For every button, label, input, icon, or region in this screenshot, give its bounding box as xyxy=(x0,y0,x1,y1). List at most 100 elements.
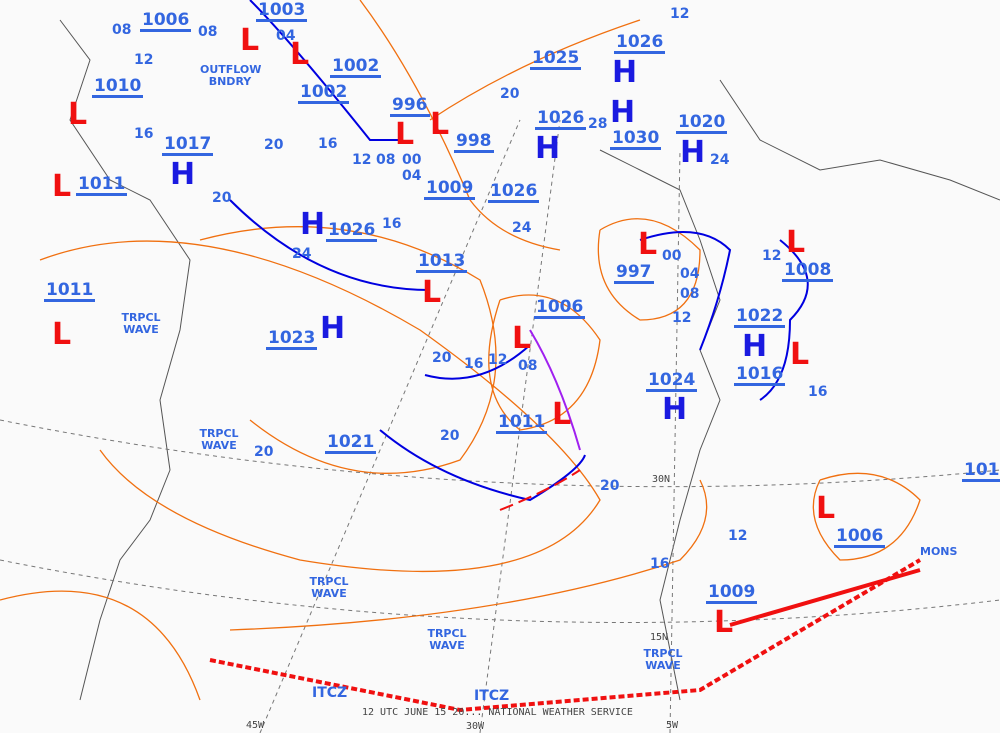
isobar-label: 08 xyxy=(680,286,700,302)
tropical-wave-label: TRPCL WAVE xyxy=(309,575,349,600)
isobar-label: 16 xyxy=(464,356,484,372)
isobar-label: 12 xyxy=(670,6,690,22)
low-icon: L xyxy=(395,117,415,152)
pressure-label: 1021 xyxy=(325,432,377,454)
isobar-label: 12 xyxy=(134,52,154,68)
isobar-label: 08 xyxy=(112,22,132,38)
low-icon: L xyxy=(714,605,734,640)
isobar-label: 08 xyxy=(518,358,538,374)
latitude-label: 30N xyxy=(652,474,671,485)
low-icon: L xyxy=(422,275,442,310)
tropical-wave-label: TRPCL WAVE xyxy=(427,627,467,652)
isobar-label: 24 xyxy=(512,220,532,236)
isobar-label: 12 xyxy=(672,310,692,326)
high-icon: H xyxy=(742,329,768,364)
high-icon: H xyxy=(170,157,196,192)
latitude-label: 15N xyxy=(650,632,669,643)
outflow-boundary-label: OUTFLOW BNDRY xyxy=(200,63,262,88)
pressure-label: 998 xyxy=(454,131,494,153)
monsoon-label: MONS xyxy=(920,545,958,558)
pressure-label: 1011 xyxy=(76,174,128,196)
low-icon: L xyxy=(512,321,532,356)
isobar-label: 16 xyxy=(382,216,402,232)
isobar-label: 28 xyxy=(588,116,608,132)
isobar-label: 12 xyxy=(352,152,372,168)
pressure-label: 1002 xyxy=(298,82,350,104)
itcz-label: ITCZ xyxy=(312,685,348,701)
isobar-label: 20 xyxy=(600,478,620,494)
pressure-label: 1026 xyxy=(326,220,378,242)
isobar-label: 08 xyxy=(198,24,218,40)
high-icon: H xyxy=(610,95,636,130)
pressure-label: 1026 xyxy=(488,181,540,203)
isobar-label: 00 xyxy=(662,248,682,264)
pressure-label: 1026 xyxy=(614,32,666,54)
low-icon: L xyxy=(68,97,88,132)
pressure-label: 1013 xyxy=(416,251,468,273)
pressure-label: 1025 xyxy=(530,48,582,70)
isobar-label: 20 xyxy=(254,444,274,460)
high-icon: H xyxy=(300,207,326,242)
isobar-label: 04 xyxy=(402,168,422,184)
pressure-label: 1026 xyxy=(535,108,587,130)
low-icon: L xyxy=(790,337,810,372)
isobar-label: 24 xyxy=(710,152,730,168)
map-footer: 12 UTC JUNE 15 20... NATIONAL WEATHER SE… xyxy=(362,707,633,718)
high-icon: H xyxy=(535,131,561,166)
isobar-label: 12 xyxy=(488,352,508,368)
pressure-label: 1006 xyxy=(834,526,886,548)
tropical-wave-label: TRPCL WAVE xyxy=(643,647,683,672)
isobar-label: 24 xyxy=(292,246,312,262)
pressure-label: 1030 xyxy=(610,128,662,150)
tropical-wave-label: TRPCL WAVE xyxy=(121,311,161,336)
pressure-label: 1022 xyxy=(734,306,786,328)
low-icon: L xyxy=(552,397,572,432)
isobar-label: 16 xyxy=(134,126,154,142)
high-icon: H xyxy=(662,392,688,427)
pressure-label: 1011 xyxy=(44,280,96,302)
isobar-label: 20 xyxy=(500,86,520,102)
itcz-bands xyxy=(209,558,922,713)
longitude-label: 30W xyxy=(466,721,485,732)
pressure-label: 1008 xyxy=(782,260,834,282)
fronts xyxy=(229,0,809,511)
isobar-label: 20 xyxy=(432,350,452,366)
low-icon: L xyxy=(816,491,836,526)
low-icon: L xyxy=(786,225,806,260)
pressure-label: 1006 xyxy=(140,10,192,32)
isobars xyxy=(0,0,921,701)
low-icon: L xyxy=(240,23,260,58)
pressure-label: 1006 xyxy=(534,297,586,319)
isobar-label: 00 xyxy=(402,152,422,168)
pressure-label: 996 xyxy=(390,95,430,117)
low-icon: L xyxy=(290,37,310,72)
isobar-label: 12 xyxy=(728,528,748,544)
isobar-label: 16 xyxy=(650,556,670,572)
pressure-label: 1002 xyxy=(330,56,382,78)
isobar-label: 12 xyxy=(762,248,782,264)
pressure-label: 1016 xyxy=(734,364,786,386)
pressure-label: 1003 xyxy=(256,0,308,22)
isobar-label: 20 xyxy=(440,428,460,444)
pressure-label: 1010 xyxy=(92,76,144,98)
pressure-label: 1024 xyxy=(646,370,698,392)
pressure-label: 1011 xyxy=(496,412,548,434)
itcz-label: ITCZ xyxy=(474,688,510,704)
pressure-label: 997 xyxy=(614,262,654,284)
longitude-label: 5W xyxy=(666,720,679,731)
pressure-label: 1020 xyxy=(676,112,728,134)
low-icon: L xyxy=(430,107,450,142)
low-icon: L xyxy=(638,227,658,262)
pressure-label: 1009 xyxy=(706,582,758,604)
pressure-label: 1023 xyxy=(266,328,318,350)
high-icon: H xyxy=(680,135,706,170)
pressure-label: 1009 xyxy=(424,178,476,200)
isobar-label: 04 xyxy=(276,28,296,44)
isobar-label: 20 xyxy=(264,137,284,153)
high-icon: H xyxy=(320,311,346,346)
isobar-label: 16 xyxy=(318,136,338,152)
isobar-label: 16 xyxy=(808,384,828,400)
low-icon: L xyxy=(52,317,72,352)
